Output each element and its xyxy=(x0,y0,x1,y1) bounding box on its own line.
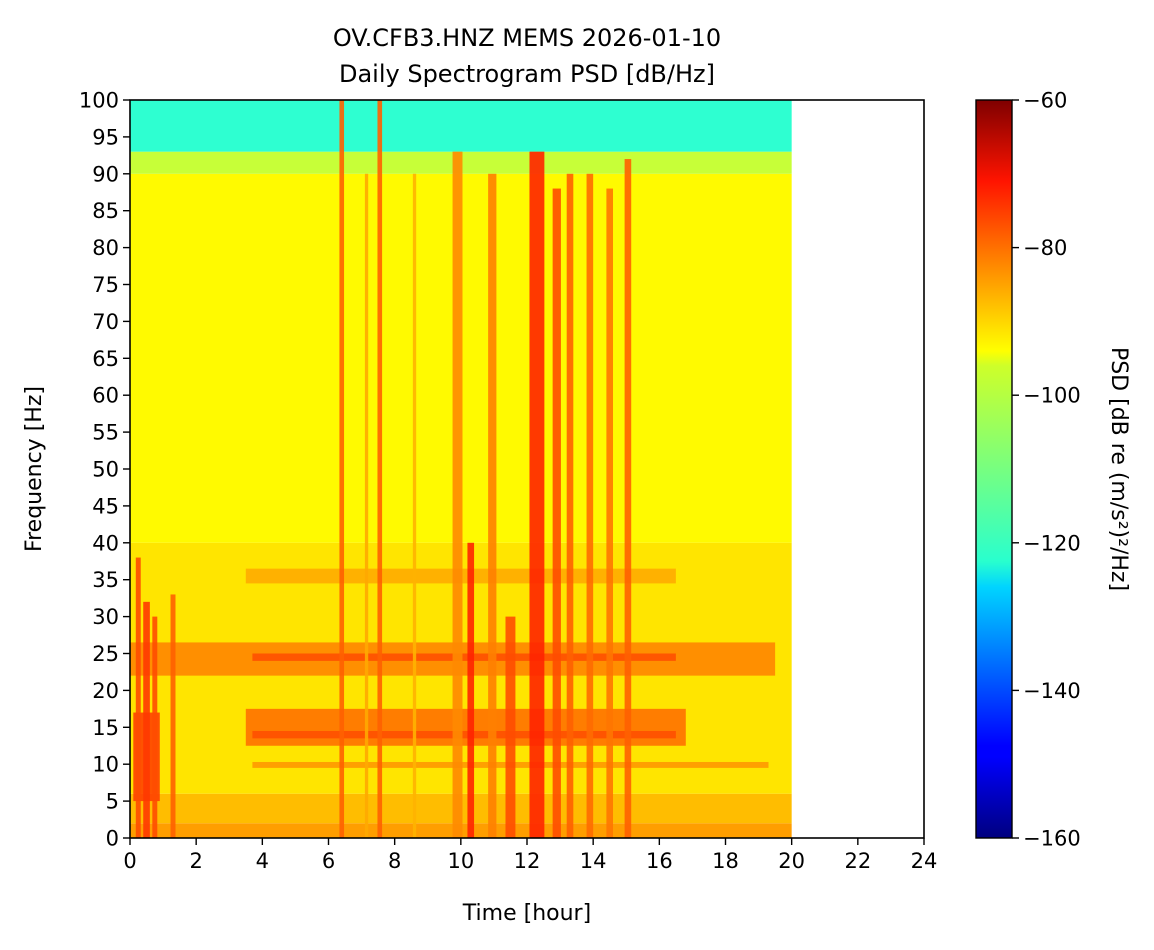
psd-event-column xyxy=(586,173,594,839)
psd-horizontal-band xyxy=(252,730,676,739)
x-tick-label: 18 xyxy=(712,849,739,873)
y-tick-label: 100 xyxy=(79,89,119,113)
psd-event-column xyxy=(566,173,574,839)
y-axis: 0 5 10 15 20 25 30 35 40 45 50 55 60 65 70 75 80 85 90 95 10… xyxy=(79,89,130,851)
psd-event-column xyxy=(467,542,475,838)
y-tick-label: 0 xyxy=(106,827,119,851)
y-tick-label: 15 xyxy=(92,716,119,740)
x-tick-label: 8 xyxy=(388,849,401,873)
y-tick-label: 40 xyxy=(92,531,119,555)
y-tick-label: 5 xyxy=(106,790,119,814)
psd-event-column xyxy=(488,173,497,839)
psd-event-column xyxy=(170,594,176,838)
x-tick-label: 10 xyxy=(447,849,474,873)
x-tick-label: 22 xyxy=(844,849,871,873)
y-tick-label: 75 xyxy=(92,273,119,297)
colorbar xyxy=(975,99,1013,839)
psd-event-column xyxy=(364,173,369,839)
psd-event-column xyxy=(152,616,158,838)
psd-event-column xyxy=(412,173,417,839)
y-tick-label: 60 xyxy=(92,384,119,408)
y-tick-label: 50 xyxy=(92,458,119,482)
colorbar-label: PSD [dB re (m/s²)²/Hz] xyxy=(1106,347,1131,591)
y-tick-label: 55 xyxy=(92,421,119,445)
y-tick-label: 70 xyxy=(92,310,119,334)
y-tick-label: 35 xyxy=(92,568,119,592)
psd-event-column xyxy=(143,601,150,838)
x-tick-label: 0 xyxy=(123,849,136,873)
psd-background-band xyxy=(130,100,792,152)
x-axis: 0 2 4 6 8 10 12 14 16 18 20 22 24 xyxy=(123,838,937,873)
x-tick-label: 20 xyxy=(778,849,805,873)
x-tick-label: 4 xyxy=(256,849,269,873)
colorbar-tick-label: −80 xyxy=(1023,236,1067,260)
psd-event-column xyxy=(606,188,614,838)
y-tick-label: 45 xyxy=(92,494,119,518)
x-tick-label: 2 xyxy=(189,849,202,873)
colorbar-tick-label: −160 xyxy=(1023,827,1081,851)
y-tick-label: 80 xyxy=(92,236,119,260)
spectrogram-heatmap xyxy=(130,100,792,839)
colorbar-tick-label: −120 xyxy=(1023,531,1081,555)
psd-event-column xyxy=(552,188,561,838)
psd-horizontal-band xyxy=(252,653,676,661)
psd-event-column xyxy=(452,151,463,838)
psd-horizontal-band xyxy=(245,708,686,746)
y-tick-label: 25 xyxy=(92,642,119,666)
psd-event-column xyxy=(135,557,141,838)
y-tick-label: 30 xyxy=(92,605,119,629)
y-tick-label: 90 xyxy=(92,162,119,186)
y-tick-label: 95 xyxy=(92,125,119,149)
colorbar-tick-label: −60 xyxy=(1023,89,1067,113)
chart-title-line1: OV.CFB3.HNZ MEMS 2026-01-10 xyxy=(333,24,721,52)
y-tick-label: 20 xyxy=(92,679,119,703)
psd-event-column xyxy=(505,616,516,838)
colorbar-ticks: −60 −80 −100 −120 −140 −160 xyxy=(1012,89,1081,851)
y-tick-label: 10 xyxy=(92,753,119,777)
psd-event-column xyxy=(339,100,345,838)
colorbar-tick-label: −100 xyxy=(1023,384,1081,408)
x-axis-label: Time [hour] xyxy=(462,901,591,926)
x-tick-label: 16 xyxy=(646,849,673,873)
colorbar-tick-label: −140 xyxy=(1023,679,1081,703)
y-tick-label: 65 xyxy=(92,347,119,371)
chart-title-line2: Daily Spectrogram PSD [dB/Hz] xyxy=(339,60,715,88)
psd-event-column xyxy=(377,100,383,838)
psd-event-column xyxy=(624,159,632,839)
x-tick-label: 14 xyxy=(580,849,607,873)
x-tick-label: 24 xyxy=(911,849,938,873)
x-tick-label: 6 xyxy=(322,849,335,873)
x-tick-label: 12 xyxy=(514,849,541,873)
y-axis-label: Frequency [Hz] xyxy=(22,386,47,552)
y-tick-label: 85 xyxy=(92,199,119,223)
psd-event-column xyxy=(529,151,545,838)
